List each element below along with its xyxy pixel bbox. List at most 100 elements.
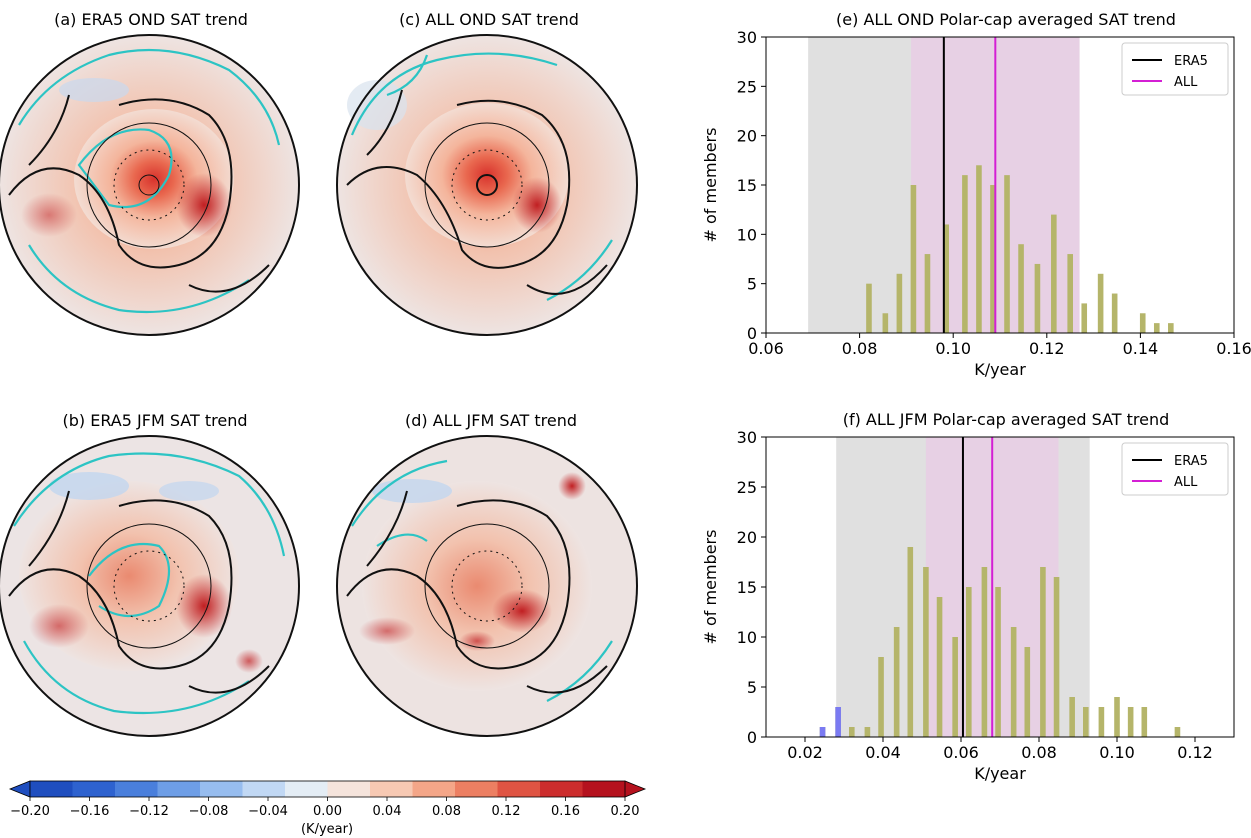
map-title-c: (c) ALL OND SAT trend [399,10,579,29]
histogram-bar [1153,323,1160,333]
histogram-bar [1083,707,1089,737]
x-tick-label: 0.02 [787,743,823,762]
colorbar-tick-label: −0.04 [248,804,288,819]
map-panel-c [336,34,638,336]
x-tick-label: 0.16 [1216,339,1251,358]
x-tick-label: 0.12 [1029,339,1065,358]
colorbar-tick-label: −0.12 [129,804,169,819]
colorbar-segment [497,781,541,797]
map-title-a: (a) ERA5 OND SAT trend [54,10,248,29]
histogram-bar [952,637,958,737]
colorbar-tick-label: 0.16 [551,804,580,819]
histogram-bar [1097,273,1104,333]
y-tick-label: 30 [737,28,757,47]
histogram-bar [981,567,988,737]
y-tick-label: 25 [737,478,757,497]
map-title-b: (b) ERA5 JFM SAT trend [63,411,248,430]
histogram-bar-highlight [835,707,841,737]
histogram-bar [1174,727,1181,737]
y-tick-label: 5 [747,678,757,697]
chart-title: (e) ALL OND Polar-cap averaged SAT trend [836,10,1176,29]
colorbar-tick-label: −0.16 [70,804,110,819]
y-tick-label: 0 [747,728,757,747]
y-tick-label: 25 [737,77,757,96]
histogram-bar [1141,707,1148,737]
histogram-bar [943,224,949,333]
colorbar-tick-label: −0.08 [189,804,229,819]
histogram-bar [962,175,968,333]
histogram-bar [1024,647,1031,737]
colorbar-segment [455,781,498,797]
legend-label-all: ALL [1174,75,1198,90]
x-tick-label: 0.08 [842,339,878,358]
colorbar-segment [327,781,371,797]
x-tick-label: 0.14 [1123,339,1159,358]
histogram-bar [866,283,872,333]
histogram-bar [936,597,943,737]
map-panel-a [0,34,300,336]
histogram-bar [910,185,917,333]
histogram-bar [882,313,889,333]
x-tick-label: 0.10 [1099,743,1135,762]
colorbar-tick-label: 0.20 [611,804,640,819]
histogram-bar [976,165,982,333]
histogram-bar [1053,577,1060,737]
histogram-bar [1051,214,1057,333]
histogram-bar [1010,627,1017,737]
histogram-bar-highlight [819,727,826,737]
y-tick-label: 30 [737,428,757,447]
histogram-bar [893,627,900,737]
x-axis-label: K/year [974,764,1026,783]
histogram-bar [1111,293,1118,333]
y-tick-label: 20 [737,528,757,547]
histogram-bar [1018,244,1024,333]
colorbar-segment [115,781,158,797]
histogram-e: 0.06 0.08 0.10 0.12 0.14 0.16 0 5 10 15 20 25 30 (e) … [701,10,1251,379]
legend-label-era5: ERA5 [1174,454,1208,469]
y-tick-label: 5 [747,275,757,294]
map-panel-b [0,435,300,737]
map-title-d: (d) ALL JFM SAT trend [405,411,577,430]
colorbar-segment [30,781,73,797]
colorbar-segment [582,781,626,797]
histogram-f: 0.02 0.04 0.06 0.08 0.10 0.12 0 5 10 15 20 25 30 (f) … [701,410,1235,783]
colorbar-tick-label: −0.20 [10,804,50,819]
histogram-bar [907,547,914,737]
colorbar-segment [412,781,456,797]
colorbar-tick-label: 0.00 [313,804,342,819]
colorbar-arrow-low [8,780,31,798]
x-tick-label: 0.06 [943,743,979,762]
histogram-bar [1040,567,1046,737]
colorbar-tick-label: 0.04 [373,804,402,819]
colorbar-segment [242,781,286,797]
colorbar-segment [157,781,201,797]
colorbar-tick-label: 0.08 [432,804,461,819]
histogram-bar [995,587,1001,737]
histogram-bar [990,185,996,333]
colorbar-label: (K/year) [301,822,353,837]
histogram-bar [896,273,903,333]
colorbar-segment [200,781,243,797]
y-tick-label: 0 [747,324,757,343]
legend-label-all: ALL [1174,475,1198,490]
colorbar-segment [370,781,413,797]
y-tick-label: 10 [737,225,757,244]
colorbar-tick-label: 0.12 [492,804,521,819]
histogram-bar [1069,697,1075,737]
x-tick-label: 0.12 [1177,743,1213,762]
legend: ERA5 ALL [1121,442,1229,496]
map-panel-d [336,435,638,737]
histogram-bar [864,727,871,737]
x-tick-label: 0.08 [1021,743,1057,762]
colorbar-arrow-high [624,780,647,798]
x-tick-label: 0.04 [865,743,901,762]
colorbar-segment [72,781,116,797]
histogram-bar [923,567,929,737]
histogram-bar [1127,707,1134,737]
legend-label-era5: ERA5 [1174,54,1208,69]
histogram-bar [924,254,931,333]
y-tick-label: 15 [737,578,757,597]
y-axis-label: # of members [701,530,720,645]
x-tick-label: 0.10 [935,339,971,358]
